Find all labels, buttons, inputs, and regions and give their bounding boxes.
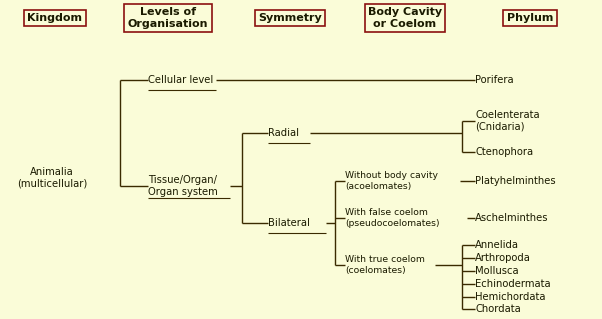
Text: Ctenophora: Ctenophora	[475, 147, 533, 157]
Text: Annelida: Annelida	[475, 240, 519, 250]
Text: Echinodermata: Echinodermata	[475, 279, 551, 289]
Text: Aschelminthes: Aschelminthes	[475, 213, 548, 223]
Text: Kingdom: Kingdom	[28, 13, 82, 23]
Text: Platyhelminthes: Platyhelminthes	[475, 176, 556, 186]
Text: Coelenterata
(Cnidaria): Coelenterata (Cnidaria)	[475, 110, 539, 132]
Text: Chordata: Chordata	[475, 304, 521, 314]
Text: With true coelom
(coelomates): With true coelom (coelomates)	[345, 255, 425, 275]
Text: Porifera: Porifera	[475, 75, 514, 85]
Text: Animalia
(multicellular): Animalia (multicellular)	[17, 167, 87, 189]
Text: Cellular level: Cellular level	[148, 75, 213, 85]
Text: Phylum: Phylum	[507, 13, 553, 23]
Text: Bilateral: Bilateral	[268, 218, 310, 228]
Text: Mollusca: Mollusca	[475, 266, 519, 276]
Text: Arthropoda: Arthropoda	[475, 253, 531, 263]
Text: Tissue/Organ/
Organ system: Tissue/Organ/ Organ system	[148, 175, 218, 197]
Text: Without body cavity
(acoelomates): Without body cavity (acoelomates)	[345, 171, 438, 191]
Text: With false coelom
(pseudocoelomates): With false coelom (pseudocoelomates)	[345, 208, 439, 228]
Text: Hemichordata: Hemichordata	[475, 292, 545, 302]
Text: Symmetry: Symmetry	[258, 13, 322, 23]
Text: Radial: Radial	[268, 128, 299, 138]
Text: Levels of
Organisation: Levels of Organisation	[128, 7, 208, 29]
Text: Body Cavity
or Coelom: Body Cavity or Coelom	[368, 7, 442, 29]
